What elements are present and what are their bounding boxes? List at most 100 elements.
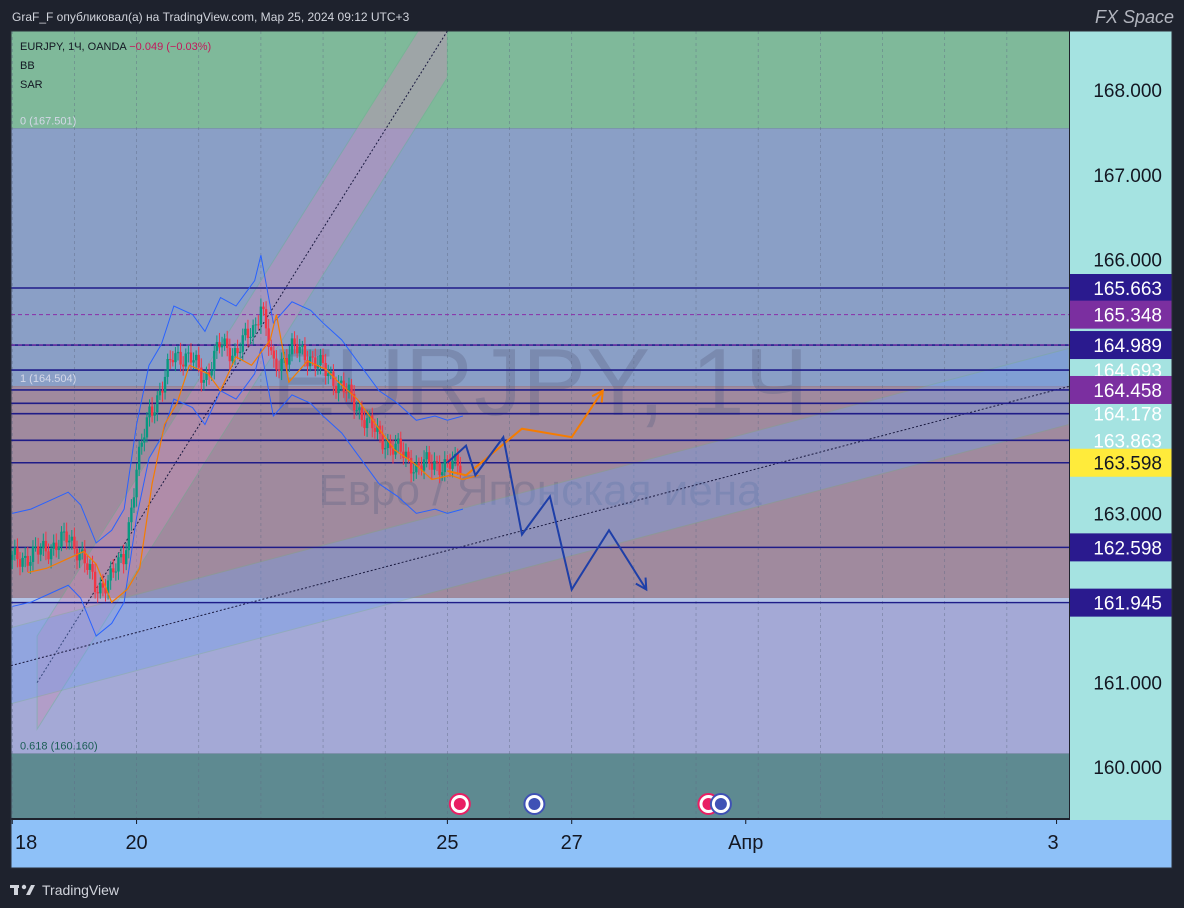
candle-body (52, 542, 55, 549)
candle-body (101, 583, 105, 588)
price-label: 165.663 (1093, 279, 1162, 300)
candle-body (11, 554, 14, 560)
candle-body (112, 568, 115, 573)
price-label-box (1070, 300, 1172, 329)
candle-body (332, 371, 335, 386)
candle-body (311, 356, 314, 358)
price-axis-tick: 163.000 (1093, 504, 1162, 525)
candle-body (246, 328, 250, 339)
candle-body (96, 592, 99, 594)
candle-body (386, 440, 390, 448)
legend-change: −0.049 (−0.03%) (129, 41, 212, 53)
candle-body (176, 351, 180, 354)
time-axis (11, 820, 1172, 868)
candle-body (428, 452, 431, 464)
scenario-bearish-arrowhead (635, 577, 648, 592)
candle-body (99, 583, 102, 594)
time-axis-tick: 20 (125, 832, 147, 854)
candle-body (83, 549, 86, 564)
time-axis-tick: 25 (436, 832, 458, 854)
price-axis-label-partial: 163.863 (1093, 431, 1162, 452)
candle-body (264, 309, 268, 329)
zone-boundary-band (11, 597, 1069, 604)
candle-body (363, 420, 366, 429)
ascending-channel-midline (36, 31, 448, 683)
price-axis (1070, 31, 1172, 820)
candle-body (422, 459, 426, 471)
fib-label: 0.618 (160.160) (20, 741, 98, 753)
event-icon-dot (714, 798, 727, 810)
candle-body (104, 587, 107, 594)
footer-bar: TradingView (0, 870, 1184, 908)
price-axis-tick: 168.000 (1093, 81, 1162, 102)
candle-body (236, 348, 239, 354)
candle-body (381, 433, 384, 450)
zone-lower (11, 597, 1069, 754)
candle-body (70, 536, 74, 541)
candle-body (88, 564, 92, 570)
candle-body (78, 552, 81, 561)
candle-body (298, 346, 301, 354)
fib-label: 1 (164.504) (20, 373, 76, 385)
candle-body (438, 462, 441, 476)
bb-upper (12, 255, 464, 544)
candle-body (143, 437, 146, 443)
candle-body (358, 407, 361, 411)
tradingview-logo-icon (10, 884, 35, 895)
candle-body (223, 338, 226, 346)
tradingview-logo[interactable]: TradingView (10, 882, 119, 898)
candle-body (275, 358, 278, 370)
candle-body (376, 425, 379, 432)
time-axis-tick: 27 (561, 832, 583, 854)
legend-symbol-row[interactable]: EURJPY, 1Ч, OANDA −0.049 (−0.03%) (20, 41, 211, 53)
candle-body (117, 557, 120, 572)
candle-body (150, 406, 154, 416)
candle-body (132, 497, 136, 508)
candle-body (21, 557, 24, 567)
candle-body (412, 472, 415, 474)
candle-body (394, 443, 397, 455)
price-label-box (1070, 331, 1172, 360)
legend-symbol[interactable]: EURJPY, 1Ч, OANDA (20, 41, 127, 53)
legend-indicator-bb[interactable]: BB (20, 60, 35, 72)
candle-body (337, 382, 340, 394)
candle-body (145, 417, 149, 438)
candle-body (303, 345, 307, 361)
candle-body (371, 415, 374, 429)
candle-body (407, 451, 410, 458)
candle-body (404, 451, 408, 458)
candle-body (238, 351, 242, 354)
scenario-bullish (447, 390, 604, 477)
candle-body (153, 412, 156, 416)
candles-group (11, 298, 462, 603)
publish-info: GraF_F опубликовал(а) на TradingView.com… (12, 10, 410, 24)
candle-body (352, 393, 356, 411)
candle-body (308, 356, 312, 367)
legend-indicator-sar[interactable]: SAR (20, 79, 43, 91)
candle-body (285, 358, 288, 365)
candle-body (228, 347, 232, 362)
watermark-description: Евро / Японская иена (318, 466, 762, 515)
candle-body (13, 547, 17, 555)
candle-body (350, 384, 353, 394)
candle-body (448, 461, 452, 469)
candle-body (399, 438, 402, 452)
candle-body (93, 571, 97, 593)
candle-body (174, 353, 177, 363)
candle-body (293, 338, 296, 345)
candle-body (314, 357, 317, 369)
candle-body (231, 355, 234, 362)
candle-body (249, 336, 252, 339)
candle-body (130, 507, 133, 523)
candle-body (36, 546, 40, 555)
candle-body (42, 540, 45, 549)
candle-body (194, 354, 198, 361)
price-axis-tick: 167.000 (1093, 166, 1162, 187)
time-axis-tick: Апр (728, 832, 763, 854)
candle-body (181, 364, 185, 367)
candle-body (415, 462, 418, 473)
candle-body (402, 451, 405, 458)
candle-body (137, 446, 141, 470)
candle-body (384, 447, 387, 450)
